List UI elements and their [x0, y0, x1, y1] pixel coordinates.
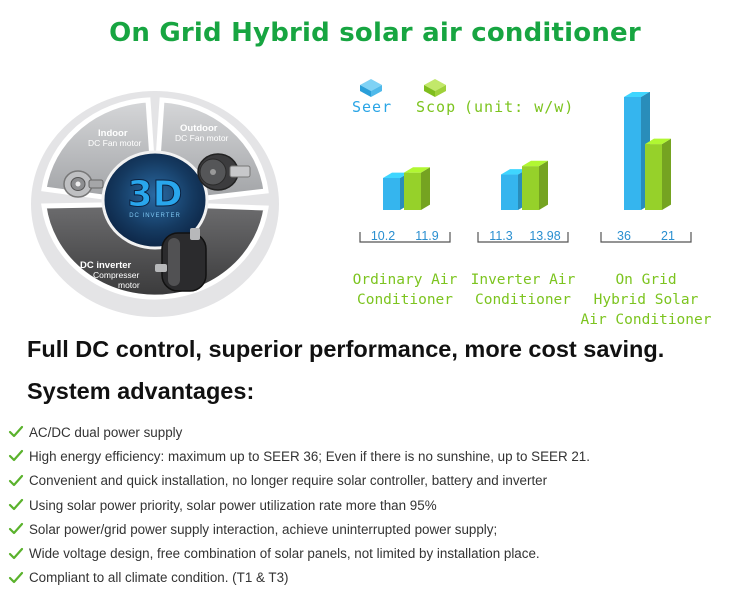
seer-legend-label: Seer: [352, 98, 393, 116]
advantages-heading: System advantages:: [27, 378, 255, 404]
category-label-2-1: Hybrid Solar: [594, 292, 699, 308]
inverter-sub-label-1: Compresser: [93, 270, 139, 280]
inverter-label: DC inverter: [80, 260, 132, 271]
center-3d-label: 3D: [128, 174, 183, 215]
scop-swatch-icon: [424, 79, 446, 97]
advantage-text: Compliant to all climate condition. (T1 …: [29, 570, 289, 586]
compressor-segment: [41, 201, 269, 300]
advantage-text: Wide voltage design, free combination of…: [29, 546, 540, 562]
check-icon: [8, 571, 24, 584]
list-item: Using solar power priority, solar power …: [8, 493, 743, 517]
category-label-2-0: On Grid: [615, 272, 676, 288]
page-title: On Grid Hybrid solar air conditioner: [109, 18, 641, 48]
data-label-0-0: 10.2: [371, 229, 395, 243]
list-item: High energy efficiency: maximum up to SE…: [8, 444, 743, 468]
indoor-sub-label: DC Fan motor: [88, 138, 142, 148]
list-item: AC/DC dual power supply: [8, 420, 743, 444]
outdoor-label: Outdoor: [180, 123, 218, 134]
advantage-text: Solar power/grid power supply interactio…: [29, 521, 498, 537]
value-bracket-1: [477, 232, 569, 243]
check-icon: [8, 426, 24, 438]
data-label-2-1: 21: [661, 229, 675, 243]
data-label-2-0: 36: [617, 229, 631, 243]
check-icon: [8, 450, 24, 462]
list-item: Solar power/grid power supply interactio…: [8, 517, 743, 541]
center-sub-label: DC INVERTER: [129, 213, 181, 219]
inverter-sub-label-2: motor: [118, 280, 140, 290]
scop-legend-label: Scop: [416, 98, 457, 116]
indoor-motor-icon: [63, 170, 104, 198]
bar-scop-0: [404, 167, 430, 210]
advantage-text: High energy efficiency: maximum up to SE…: [29, 448, 590, 464]
efficiency-bar-chart: 10.2 11.9 Ordinary Air Conditioner 11.3 13.98…: [353, 92, 712, 327]
category-label-0-1: Conditioner: [357, 292, 453, 308]
outdoor-sub-label: DC Fan motor: [175, 133, 229, 143]
list-item: Wide voltage design, free combination of…: [8, 541, 743, 565]
check-icon: [8, 547, 24, 559]
check-icon: [8, 523, 24, 535]
advantage-text: AC/DC dual power supply: [29, 424, 183, 440]
headline: Full DC control, superior performance, m…: [27, 336, 665, 362]
seer-swatch-icon: [360, 79, 382, 97]
bar-scop-1: [522, 160, 548, 210]
list-item: Convenient and quick installation, no lo…: [8, 469, 743, 493]
check-icon: [8, 474, 24, 486]
value-bracket-0: [359, 232, 451, 243]
advantage-text: Using solar power priority, solar power …: [29, 497, 437, 513]
data-label-1-1: 13.98: [529, 229, 560, 243]
compressor-icon: [155, 228, 207, 292]
inverter-diagram: Indoor DC Fan motor Outdoor DC Fan motor…: [31, 91, 279, 317]
category-label-0-0: Ordinary Air: [353, 272, 458, 288]
list-item: Compliant to all climate condition. (T1 …: [8, 566, 743, 590]
value-bracket-2: [600, 232, 692, 243]
check-icon: [8, 498, 24, 511]
advantage-text: Convenient and quick installation, no lo…: [29, 473, 548, 489]
indoor-label: Indoor: [98, 128, 128, 139]
bar-scop-2: [645, 138, 671, 210]
advantages-list: AC/DC dual power supply High energy effic…: [8, 420, 743, 590]
data-label-0-1: 11.9: [415, 229, 438, 243]
category-label-2-2: Air Conditioner: [581, 312, 712, 327]
outdoor-motor-icon: [197, 153, 251, 191]
category-label-1-1: Conditioner: [475, 292, 571, 308]
unit-label: (unit: w/w): [464, 98, 575, 116]
category-label-1-0: Inverter Air: [471, 272, 576, 288]
data-label-1-0: 11.3: [489, 229, 512, 243]
chart-legend: Seer Scop (unit: w/w): [352, 79, 612, 119]
